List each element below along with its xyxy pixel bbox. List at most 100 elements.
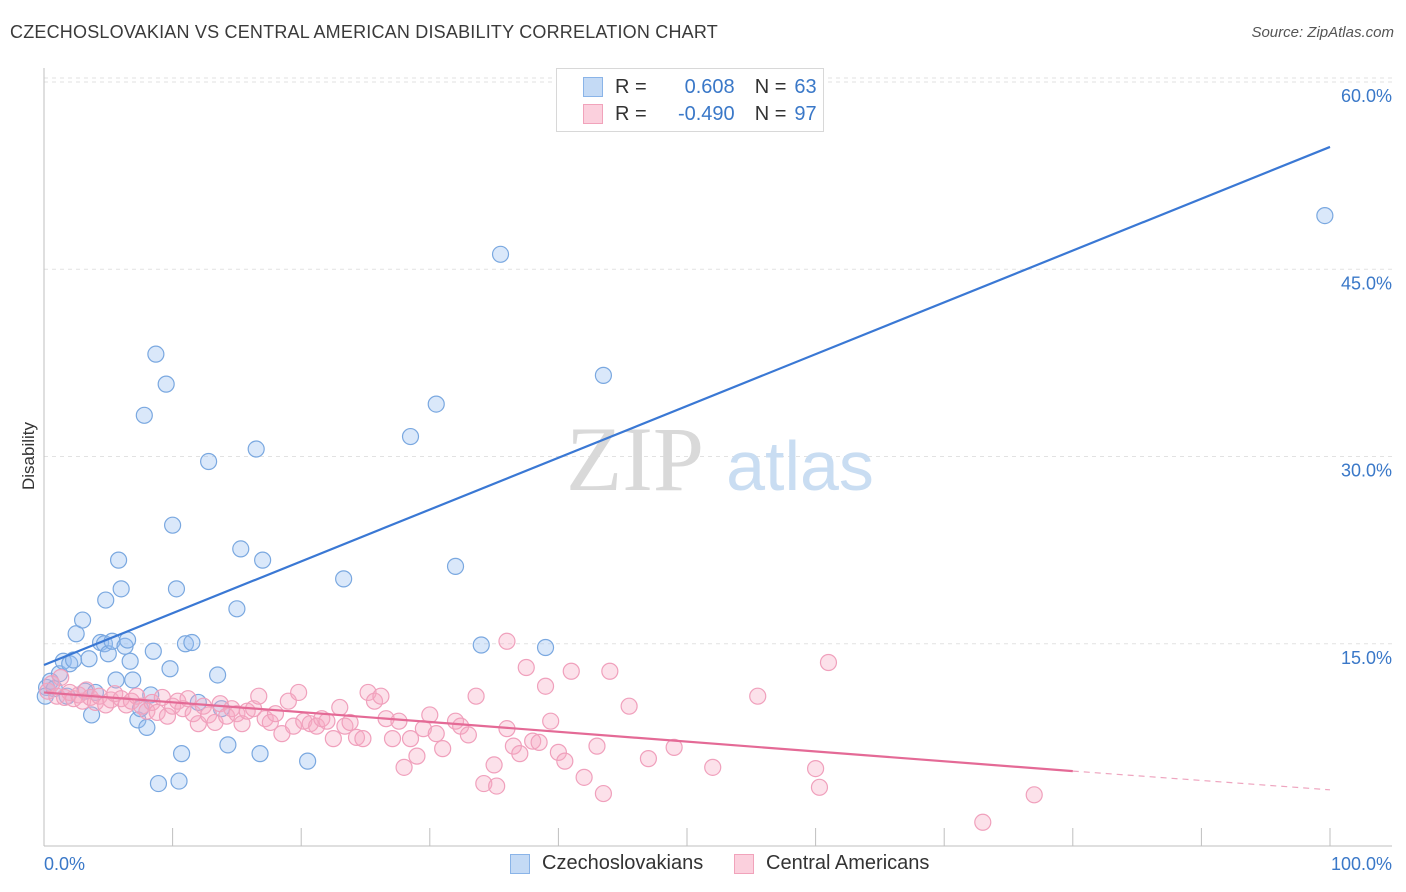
axes <box>43 68 1392 847</box>
data-point <box>157 375 175 393</box>
data-point <box>138 718 156 737</box>
data-point <box>149 774 168 793</box>
data-point <box>665 738 683 756</box>
data-point <box>232 540 250 558</box>
legend-item-czechoslovakians: Czechoslovakians <box>510 852 703 875</box>
watermark-zip: ZIP <box>566 408 704 510</box>
data-point <box>1025 786 1043 804</box>
stats-legend: R = 0.608 N = 63 R = -0.490 N = 97 <box>556 68 824 132</box>
data-point <box>143 693 161 712</box>
data-point <box>427 725 445 743</box>
data-point <box>511 745 529 763</box>
x-tick-label-0: 0.0% <box>44 854 85 874</box>
data-point <box>601 662 619 680</box>
data-point <box>556 752 574 770</box>
source-label: Source: ZipAtlas.com <box>1251 24 1394 41</box>
data-point <box>354 730 372 748</box>
data-point <box>247 440 265 458</box>
legend-swatch-pink <box>583 104 603 124</box>
data-point <box>517 658 535 677</box>
data-point <box>148 703 166 722</box>
data-point <box>498 632 516 650</box>
series-central-americans <box>39 632 1043 831</box>
data-point <box>542 712 560 730</box>
data-point <box>167 580 186 598</box>
data-point <box>594 784 613 803</box>
data-point <box>434 740 452 758</box>
data-point <box>372 687 390 705</box>
n-value: 63 <box>794 75 817 98</box>
data-point <box>335 570 353 588</box>
data-point <box>491 245 510 263</box>
data-point <box>401 427 420 446</box>
data-point <box>183 633 201 652</box>
data-point <box>164 516 182 534</box>
r-label: R = <box>615 102 647 125</box>
data-point <box>383 730 402 748</box>
r-value: -0.490 <box>677 102 735 125</box>
data-point <box>133 697 151 715</box>
data-point <box>704 758 722 776</box>
data-point <box>299 752 317 770</box>
data-point <box>158 707 177 725</box>
data-point <box>67 625 85 643</box>
data-point <box>124 671 142 689</box>
data-point <box>73 611 92 629</box>
data-point <box>488 777 506 795</box>
watermark: ZIP atlas <box>566 408 874 510</box>
data-point <box>401 730 420 748</box>
data-point <box>408 747 426 765</box>
trend-line-1 <box>43 691 1073 773</box>
data-point <box>144 642 162 660</box>
data-point <box>594 366 613 384</box>
data-point <box>107 671 125 689</box>
data-point <box>161 660 179 678</box>
data-point <box>536 638 555 657</box>
legend-swatch-blue <box>510 853 530 874</box>
data-point <box>219 736 237 754</box>
data-point <box>974 813 992 831</box>
data-point <box>147 345 165 363</box>
data-point <box>459 726 477 744</box>
data-point <box>536 677 555 695</box>
data-point <box>530 733 548 751</box>
data-point <box>524 732 542 750</box>
data-point <box>122 692 141 710</box>
data-point <box>347 728 366 746</box>
data-point <box>806 760 825 778</box>
data-point <box>819 653 838 672</box>
data-point <box>112 580 130 598</box>
y-tick-label-60: 60.0% <box>1341 86 1392 106</box>
grid-lines <box>44 77 1392 645</box>
data-point <box>290 683 308 702</box>
watermark-atlas: atlas <box>726 427 874 505</box>
data-point <box>174 700 192 718</box>
n-label: N = <box>754 102 787 125</box>
data-point <box>284 717 303 735</box>
data-point <box>173 745 191 763</box>
data-point <box>52 668 70 687</box>
data-point <box>109 551 128 569</box>
chart-title: CZECHOSLOVAKIAN VS CENTRAL AMERICAN DISA… <box>10 22 718 42</box>
data-point <box>562 662 580 680</box>
data-point <box>97 591 115 609</box>
data-point <box>250 687 268 705</box>
data-point <box>331 698 349 717</box>
legend-item-central-americans: Central Americans <box>734 852 929 875</box>
stats-row-central-americans: R = -0.490 N = 97 <box>583 102 817 126</box>
trend-line-ext-1 <box>1072 770 1331 791</box>
n-label: N = <box>754 75 787 98</box>
x-tick-label-100: 100.0% <box>1331 854 1392 874</box>
legend-swatch-pink <box>734 853 754 874</box>
data-point <box>472 636 490 654</box>
data-point <box>261 713 279 732</box>
data-point <box>266 705 285 723</box>
data-point <box>341 713 359 732</box>
data-point <box>80 650 98 668</box>
y-tick-label-30: 30.0% <box>1341 461 1392 481</box>
data-point <box>427 395 445 413</box>
y-tick-label-15: 15.0% <box>1341 648 1392 668</box>
data-point <box>135 406 153 424</box>
trend-line-0 <box>43 145 1331 667</box>
